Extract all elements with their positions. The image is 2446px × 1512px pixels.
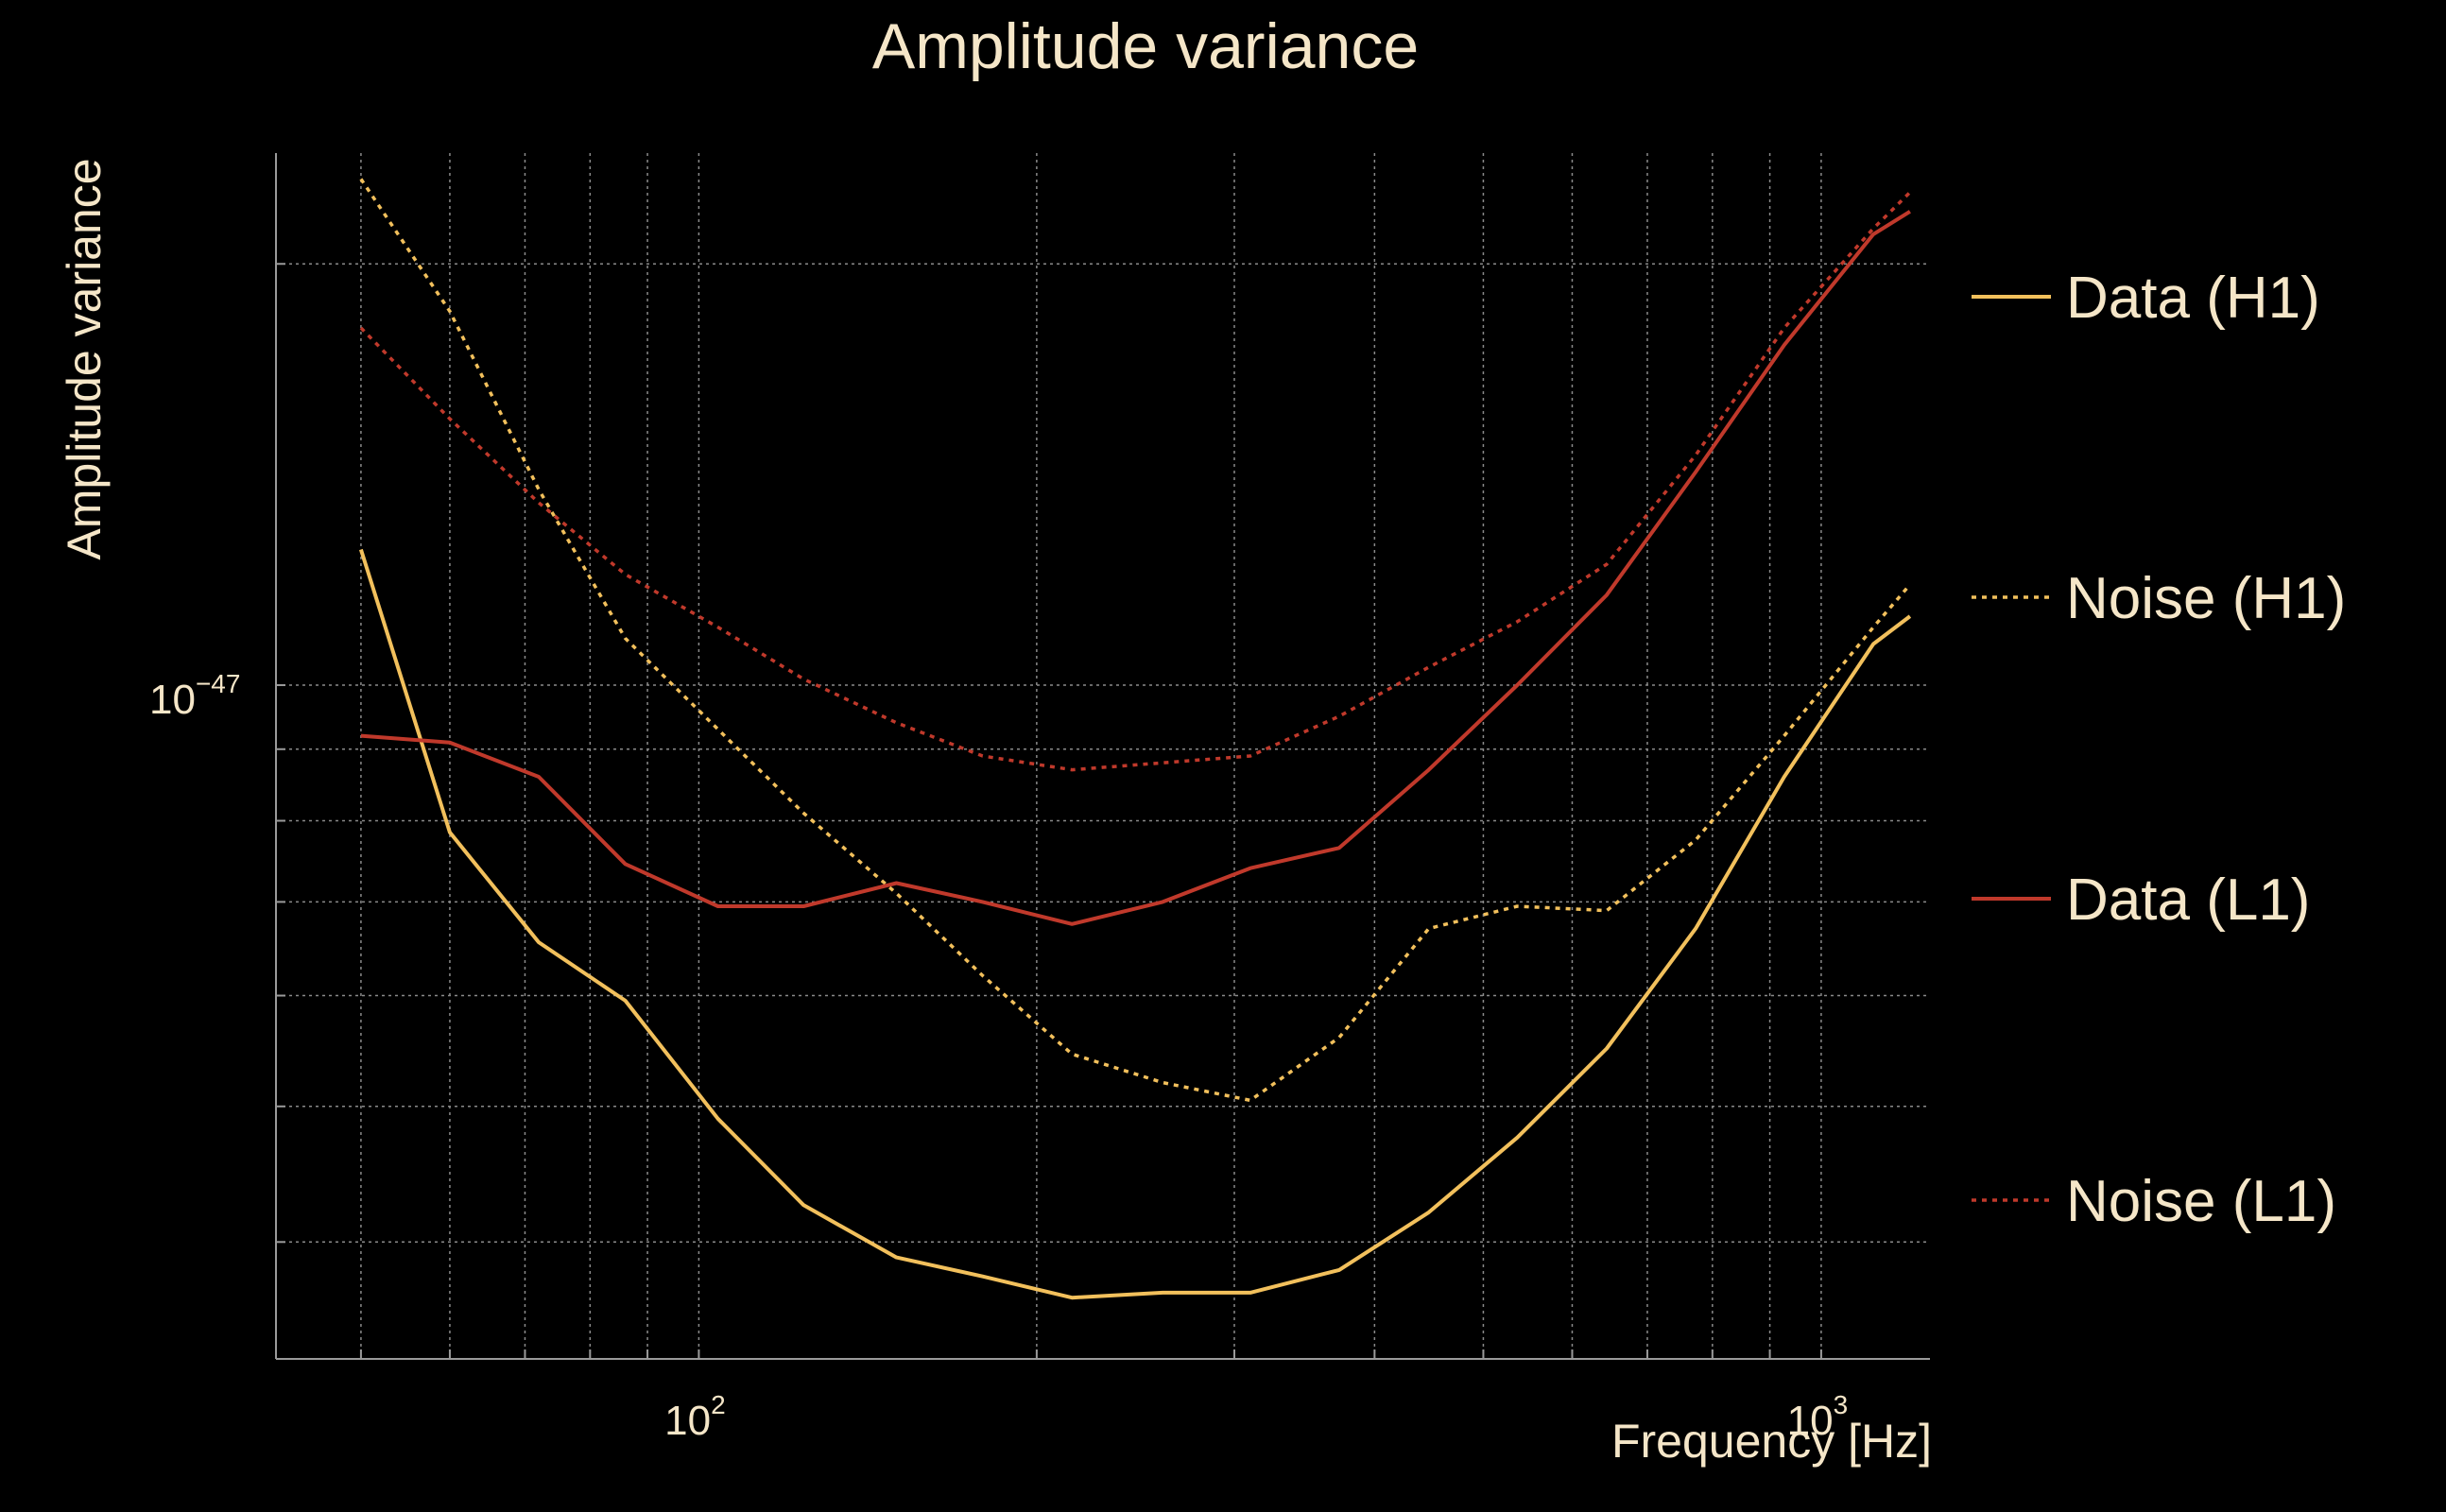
x-tick-exponent: 3 <box>1834 1390 1849 1419</box>
series-lines <box>358 178 1912 1300</box>
grid <box>276 153 1930 1359</box>
x-tick-exponent: 2 <box>711 1390 726 1419</box>
series-line-noise-h1 <box>359 178 1912 1103</box>
axes-frame <box>275 153 1930 1360</box>
series-line-data-l1 <box>360 210 1911 926</box>
chart-title: Amplitude variance <box>872 10 1419 82</box>
legend-label: Data (H1) <box>2066 266 2320 331</box>
x-tick-label: 102 <box>664 1390 726 1444</box>
y-tick-exponent: −47 <box>196 669 241 698</box>
series-line-noise-l1 <box>359 191 1912 772</box>
legend-label: Noise (H1) <box>2066 566 2346 631</box>
x-axis-label: Frequency [Hz] <box>1611 1415 1932 1468</box>
y-tick-label: 10−47 <box>149 669 240 723</box>
legend-label: Noise (L1) <box>2066 1169 2336 1234</box>
series-line-data-h1 <box>358 548 1912 1300</box>
legend: Data (H1) Noise (H1) Data (L1) Noise (L1) <box>1972 266 2346 1234</box>
y-axis-label: Amplitude variance <box>58 158 111 559</box>
legend-label: Data (L1) <box>2066 868 2310 933</box>
